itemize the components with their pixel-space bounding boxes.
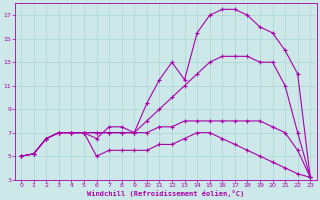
X-axis label: Windchill (Refroidissement éolien,°C): Windchill (Refroidissement éolien,°C) xyxy=(87,190,244,197)
